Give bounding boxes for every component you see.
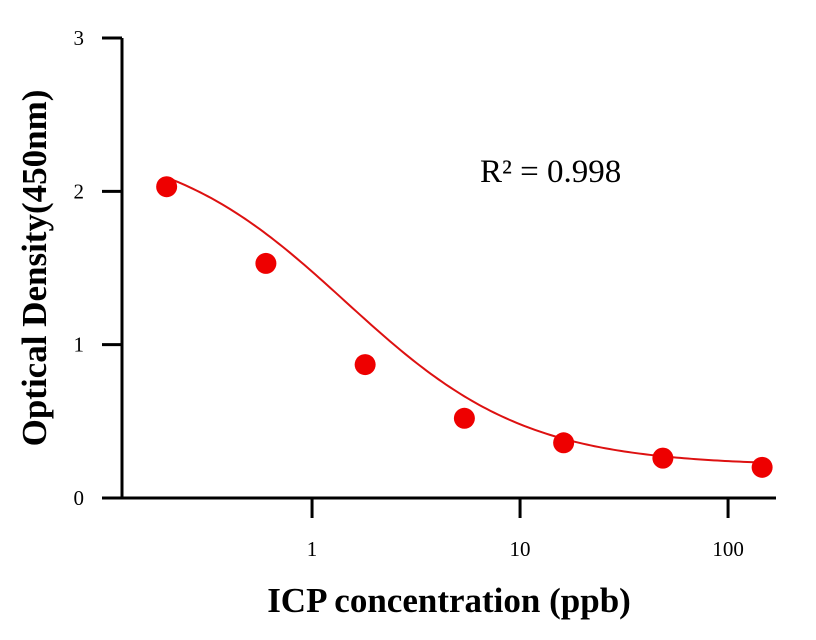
data-point xyxy=(652,447,674,469)
x-tick-label: 1 xyxy=(307,537,318,561)
data-point xyxy=(354,354,376,376)
x-tick-label: 10 xyxy=(510,537,531,561)
y-axis: 0 1 2 3 xyxy=(74,26,124,510)
y-tick-label: 3 xyxy=(74,26,85,50)
data-point xyxy=(453,407,475,429)
x-tick-label: 100 xyxy=(712,537,744,561)
data-point xyxy=(156,176,178,198)
data-point xyxy=(553,432,575,454)
y-tick-label: 0 xyxy=(74,486,85,510)
data-point xyxy=(255,252,277,274)
x-axis: 1 10 100 xyxy=(120,496,776,561)
y-tick-label: 1 xyxy=(74,333,85,357)
y-axis-title: Optical Density(450nm) xyxy=(15,90,54,447)
x-axis-title: ICP concentration (ppb) xyxy=(267,581,631,620)
data-point xyxy=(751,456,773,478)
y-tick-label: 2 xyxy=(74,179,85,203)
r-squared-annotation: R² = 0.998 xyxy=(480,154,621,190)
data-points xyxy=(156,176,773,478)
